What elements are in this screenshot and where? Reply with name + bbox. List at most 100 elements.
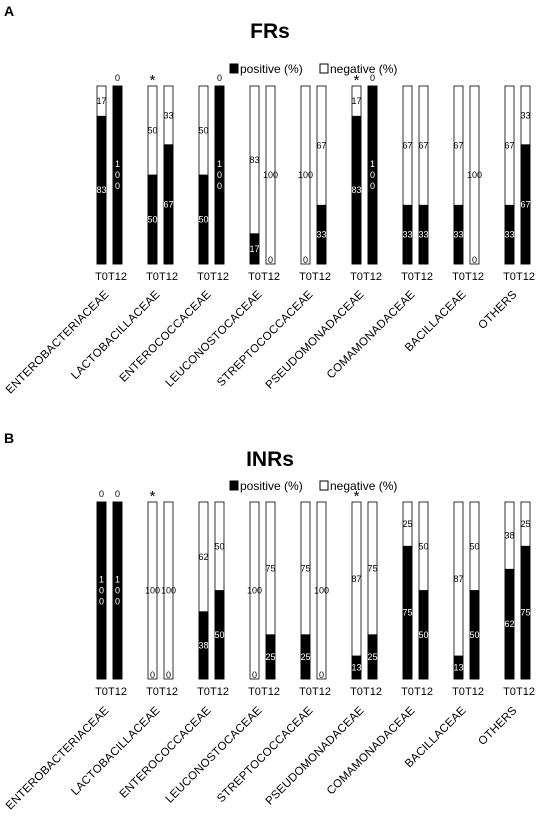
panel-b: B INRs positive (%) negative (%) 100 0 T0 1… [4, 430, 535, 812]
bar-value-label: 25 [520, 519, 530, 529]
bar-value-label: 0 [217, 73, 222, 83]
x-tick-label: T12 [414, 686, 433, 698]
bar-value-label: 67 [402, 141, 412, 151]
bar-positive [96, 115, 107, 265]
x-tick-label: T0 [452, 686, 465, 698]
panel-a-letter: A [4, 3, 14, 19]
x-tick-label: T12 [516, 686, 535, 698]
category-label: COMAMONADACEAE [325, 289, 418, 382]
panel-b-legend: positive (%) negative (%) [229, 479, 397, 493]
bar-value-label: 13 [453, 662, 463, 672]
bar-positive [418, 204, 429, 265]
x-tick-label: T0 [299, 686, 312, 698]
bar-negative [351, 501, 362, 680]
bar-positive [504, 204, 515, 265]
bar-negative [453, 501, 464, 680]
x-tick-label: T0 [401, 686, 414, 698]
panel-b-title: INRs [246, 448, 294, 471]
bar-positive [351, 115, 362, 265]
category-label: LEUCONOSTOCACEAE [164, 289, 265, 390]
bar-value-label: 83 [249, 155, 259, 165]
bar-value-label: 17 [96, 96, 106, 106]
x-tick-label: T12 [261, 686, 280, 698]
bar-value-label: 87 [351, 574, 361, 584]
bar-value-label: 17 [249, 244, 259, 254]
panel-a-bars: 1783T01000T12ENTEROBACTERIACEAE5050T0336… [4, 72, 535, 396]
x-tick-label: T12 [108, 271, 127, 283]
bar-negative [147, 501, 158, 680]
bar-value-label: 67 [316, 141, 326, 151]
legend-negative-label: negative (%) [330, 62, 397, 76]
bar-value-label: 0 [472, 255, 477, 265]
bar-value-label: 75 [300, 563, 310, 573]
x-tick-label: T0 [248, 271, 261, 283]
x-tick-label: T0 [146, 271, 159, 283]
significance-mark: * [150, 488, 156, 505]
bar-value-label: 62 [504, 619, 514, 629]
bar-value-label: 25 [402, 519, 412, 529]
category-label: STREPTOCOCCACEAE [215, 289, 316, 390]
bar-positive [112, 501, 123, 680]
bar-positive [402, 545, 413, 680]
bar-value-label: 0 [166, 670, 171, 680]
bar-value-label: 38 [198, 640, 208, 650]
bar-value-label: 50 [469, 630, 479, 640]
bar-value-label: 100 [161, 586, 176, 596]
bar-positive [469, 590, 480, 680]
bar-positive [367, 634, 378, 680]
category-label: LEUCONOSTOCACEAE [164, 705, 265, 806]
x-tick-label: T12 [261, 271, 280, 283]
bar-value-label: 1 [99, 575, 104, 585]
bar-value-label: 0 [115, 181, 120, 191]
bar-value-label: 75 [402, 608, 412, 618]
bar-value-label: 13 [351, 662, 361, 672]
bar-positive [504, 568, 515, 680]
category-label: ENTEROBACTERIACEAE [4, 289, 112, 397]
x-tick-label: T0 [350, 271, 363, 283]
bar-value-label: 100 [263, 170, 278, 180]
bar-value-label: 50 [469, 541, 479, 551]
bar-value-label: 50 [418, 541, 428, 551]
legend-positive-swatch [229, 63, 239, 74]
x-tick-label: T12 [312, 686, 331, 698]
bar-value-label: 33 [402, 230, 412, 240]
bar-value-label: 100 [298, 170, 313, 180]
bar-positive [214, 590, 225, 680]
bar-value-label: 1 [217, 159, 222, 169]
bar-value-label: 1 [115, 575, 120, 585]
bar-value-label: 50 [214, 541, 224, 551]
bar-value-label: 33 [520, 110, 530, 120]
x-tick-label: T0 [503, 271, 516, 283]
panel-a-legend: positive (%) negative (%) [229, 62, 397, 76]
significance-mark: * [354, 488, 360, 505]
bar-value-label: 83 [351, 185, 361, 195]
bar-value-label: 1 [370, 159, 375, 169]
bar-value-label: 100 [247, 586, 262, 596]
bar-value-label: 100 [314, 586, 329, 596]
bar-positive [453, 204, 464, 265]
bar-positive [300, 634, 311, 680]
x-tick-label: T12 [312, 271, 331, 283]
bar-positive [316, 204, 327, 265]
panel-b-letter: B [4, 430, 14, 446]
category-label: PSEUDOMONADACEAE [264, 289, 367, 392]
category-label: STREPTOCOCCACEAE [215, 705, 316, 806]
x-tick-label: T0 [299, 271, 312, 283]
bar-negative [249, 501, 260, 680]
legend-negative-swatch [319, 63, 329, 74]
x-tick-label: T12 [465, 271, 484, 283]
bar-positive [214, 85, 225, 265]
category-label: OTHERS [476, 289, 519, 332]
x-tick-label: T12 [363, 686, 382, 698]
bar-negative [265, 85, 276, 265]
bar-value-label: 0 [370, 73, 375, 83]
x-tick-label: T0 [503, 686, 516, 698]
category-label: ENTEROCOCCACEAE [118, 289, 214, 385]
bar-positive [198, 611, 209, 680]
bar-value-label: 33 [453, 230, 463, 240]
bar-value-label: 0 [115, 170, 120, 180]
legend-negative-swatch [319, 480, 329, 491]
bar-positive [112, 85, 123, 265]
bar-value-label: 0 [252, 670, 257, 680]
